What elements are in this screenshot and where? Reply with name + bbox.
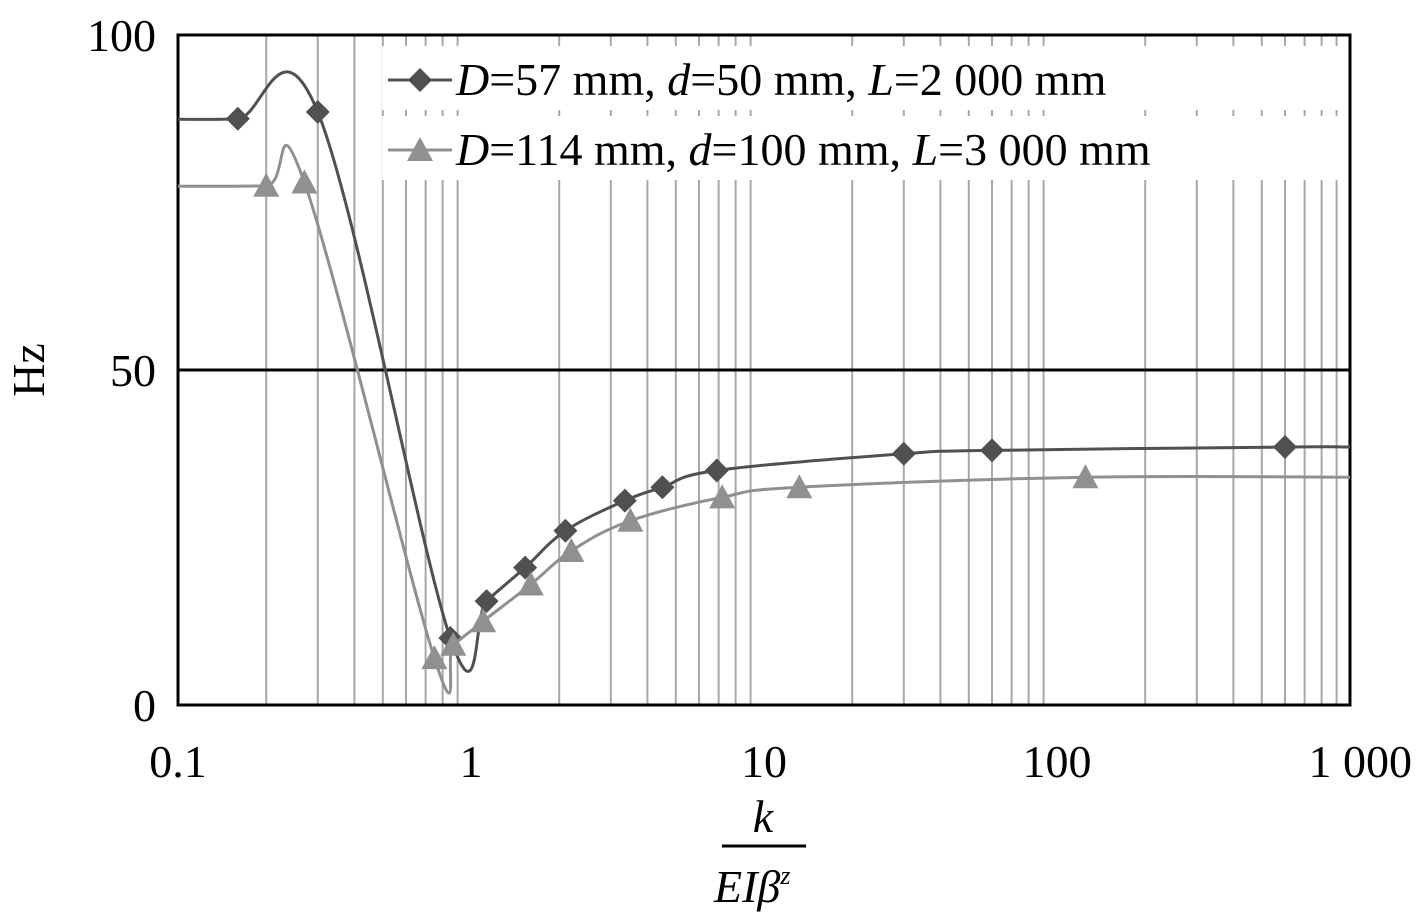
x-tick-label: 10 — [741, 736, 787, 787]
legend: D=57 mm, d=50 mm, L=2 000 mmD=114 mm, d=… — [382, 46, 1344, 180]
y-tick-labels: 0 50 100 — [87, 10, 156, 731]
legend-label-part: d — [667, 54, 691, 105]
legend-marker — [407, 137, 433, 162]
data-point — [786, 474, 813, 499]
legend-label: D=57 mm, d=50 mm, L=2 000 mm — [455, 54, 1107, 105]
x-axis-title-numerator: k — [753, 791, 775, 842]
legend-background — [382, 116, 1344, 180]
data-point — [704, 458, 729, 483]
x-tick-label: 0.1 — [149, 736, 207, 787]
x-axis-title: k EIβz — [713, 791, 806, 912]
data-point — [421, 645, 448, 670]
data-point — [617, 507, 644, 532]
data-point — [305, 100, 330, 125]
data-point — [1072, 464, 1099, 489]
data-point — [474, 589, 499, 614]
legend-label-part: D — [455, 124, 489, 175]
legend-label-part: d — [689, 124, 713, 175]
y-axis-title: Hz — [3, 343, 54, 397]
data-point — [979, 438, 1004, 463]
data-point — [291, 169, 318, 194]
data-point — [891, 441, 916, 466]
series-2 — [177, 143, 1351, 695]
data-point — [650, 475, 675, 500]
legend-marker — [408, 68, 432, 92]
x-axis-title-superscript: z — [779, 861, 790, 890]
x-axis-title-denominator-base: EIβ — [713, 861, 780, 912]
y-tick-label: 0 — [133, 680, 156, 731]
y-tick-label: 100 — [87, 10, 156, 61]
legend-label-part: =3 000 mm — [938, 124, 1151, 175]
legend-label-part: =2 000 mm — [894, 54, 1107, 105]
plot-frame — [176, 33, 1352, 707]
data-point — [225, 106, 250, 131]
legend-label-part: D — [455, 54, 489, 105]
legend-label-part: =50 mm, — [690, 54, 868, 105]
x-tick-label: 1 000 — [1309, 736, 1413, 787]
legend-label: D=114 mm, d=100 mm, L=3 000 mm — [455, 124, 1151, 175]
legend-label-part: =100 mm, — [712, 124, 913, 175]
data-point — [440, 631, 467, 656]
y-tick-label: 50 — [110, 345, 156, 396]
data-point — [1272, 435, 1297, 460]
x-tick-labels: 0.1 1 10 100 1 000 — [149, 736, 1412, 787]
data-point — [517, 571, 544, 596]
legend-label-part: L — [867, 54, 894, 105]
legend-label-part: L — [912, 124, 939, 175]
data-point — [558, 537, 585, 562]
data-point — [612, 488, 637, 513]
legend-label-part: =57 mm, — [489, 54, 667, 105]
x-tick-label: 100 — [1023, 736, 1092, 787]
data-point — [470, 608, 497, 633]
legend-background — [382, 46, 1344, 110]
data-point — [553, 518, 578, 543]
data-point — [709, 484, 736, 509]
series-layer — [177, 70, 1351, 695]
x-axis-title-denominator: EIβz — [713, 861, 790, 912]
legend-label-part: =114 mm, — [489, 124, 688, 175]
data-point — [253, 172, 280, 197]
x-tick-label: 1 — [460, 736, 483, 787]
